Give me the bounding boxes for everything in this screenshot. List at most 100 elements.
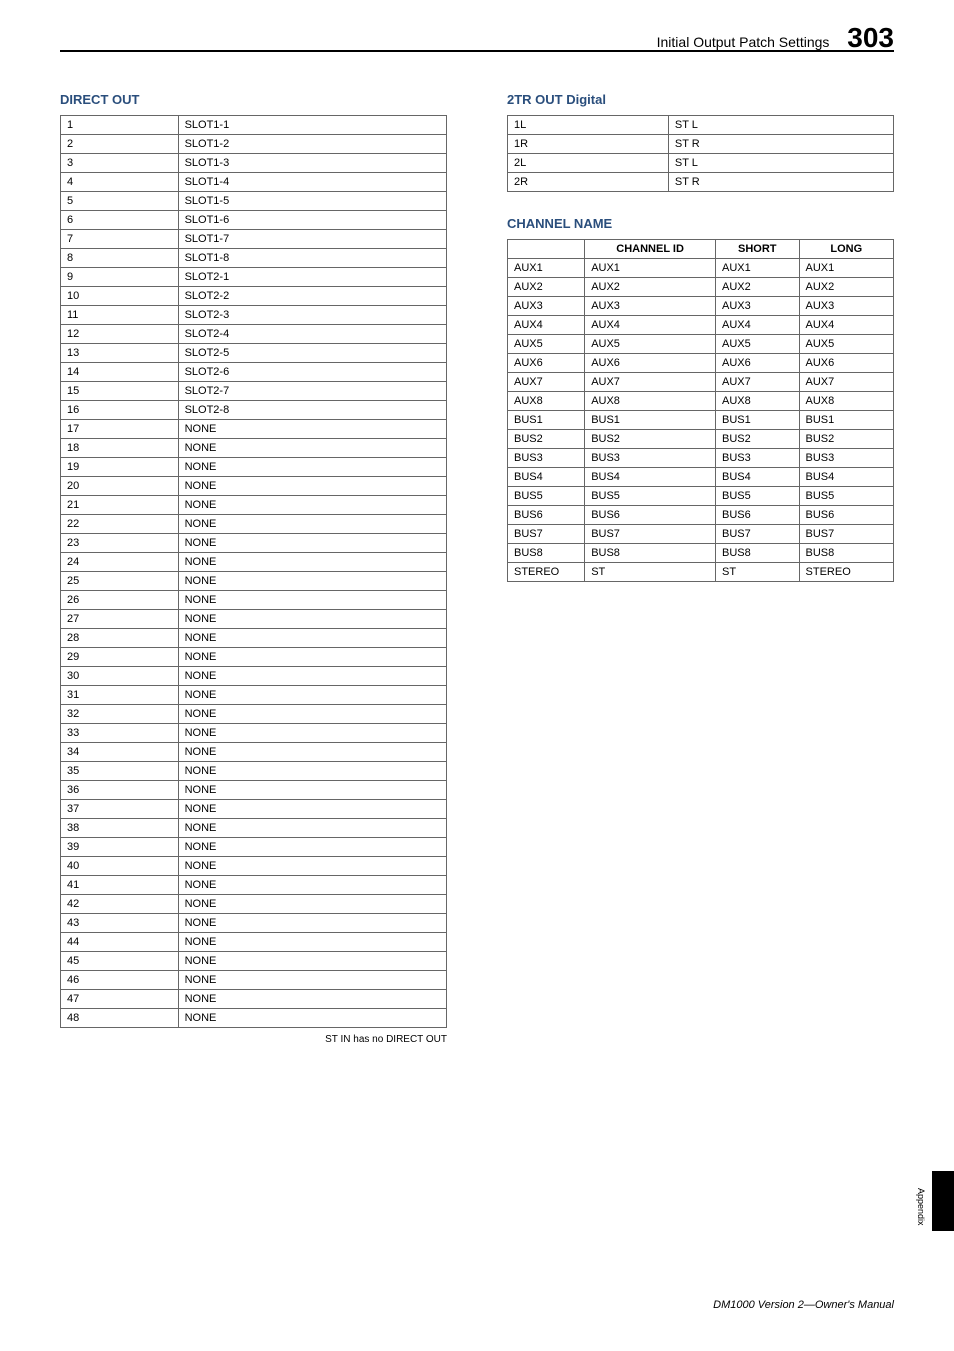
table-cell: 33 bbox=[61, 724, 179, 743]
table-header: CHANNEL ID bbox=[585, 240, 716, 259]
table-cell: 8 bbox=[61, 249, 179, 268]
table-row: STEREOSTSTSTEREO bbox=[508, 563, 894, 582]
table-cell: NONE bbox=[178, 439, 446, 458]
footer-text: DM1000 Version 2—Owner's Manual bbox=[713, 1299, 894, 1311]
appendix-label: Appendix bbox=[916, 1188, 926, 1226]
table-row: BUS7BUS7BUS7BUS7 bbox=[508, 525, 894, 544]
table-cell: AUX3 bbox=[508, 297, 585, 316]
table-cell: NONE bbox=[178, 762, 446, 781]
table-cell: 41 bbox=[61, 876, 179, 895]
table-cell: NONE bbox=[178, 895, 446, 914]
table-cell: 45 bbox=[61, 952, 179, 971]
table-cell: NONE bbox=[178, 572, 446, 591]
table-cell: AUX2 bbox=[715, 278, 799, 297]
table-cell: BUS2 bbox=[799, 430, 893, 449]
table-cell: NONE bbox=[178, 610, 446, 629]
table-cell: 29 bbox=[61, 648, 179, 667]
table-cell: BUS8 bbox=[508, 544, 585, 563]
content-columns: DIRECT OUT 1SLOT1-12SLOT1-23SLOT1-34SLOT… bbox=[60, 92, 894, 1045]
header-rule: Initial Output Patch Settings 303 bbox=[60, 50, 894, 52]
table-row: AUX4AUX4AUX4AUX4 bbox=[508, 316, 894, 335]
table-cell: AUX3 bbox=[585, 297, 716, 316]
table-cell: NONE bbox=[178, 743, 446, 762]
table-row: 25NONE bbox=[61, 572, 447, 591]
table-row: 19NONE bbox=[61, 458, 447, 477]
table-cell: ST bbox=[715, 563, 799, 582]
table-cell: NONE bbox=[178, 686, 446, 705]
table-cell: BUS1 bbox=[799, 411, 893, 430]
table-cell: AUX4 bbox=[585, 316, 716, 335]
table-cell: 6 bbox=[61, 211, 179, 230]
table-cell: AUX4 bbox=[799, 316, 893, 335]
appendix-tab bbox=[932, 1171, 954, 1231]
table-cell: NONE bbox=[178, 553, 446, 572]
table-row: 1LST L bbox=[508, 116, 894, 135]
table-cell: 43 bbox=[61, 914, 179, 933]
table-row: 8SLOT1-8 bbox=[61, 249, 447, 268]
table-row: AUX5AUX5AUX5AUX5 bbox=[508, 335, 894, 354]
table-cell: 24 bbox=[61, 553, 179, 572]
table-row: AUX7AUX7AUX7AUX7 bbox=[508, 373, 894, 392]
table-cell: NONE bbox=[178, 667, 446, 686]
table-cell: ST R bbox=[668, 173, 893, 192]
table-row: 35NONE bbox=[61, 762, 447, 781]
table-row: BUS2BUS2BUS2BUS2 bbox=[508, 430, 894, 449]
table-row: 20NONE bbox=[61, 477, 447, 496]
table-cell: AUX2 bbox=[799, 278, 893, 297]
table-cell: 2R bbox=[508, 173, 669, 192]
direct-out-table: 1SLOT1-12SLOT1-23SLOT1-34SLOT1-45SLOT1-5… bbox=[60, 115, 447, 1028]
table-row: 22NONE bbox=[61, 515, 447, 534]
direct-out-footnote: ST IN has no DIRECT OUT bbox=[60, 1034, 447, 1045]
table-cell: AUX7 bbox=[508, 373, 585, 392]
tr-out-table: 1LST L1RST R2LST L2RST R bbox=[507, 115, 894, 192]
table-cell: 28 bbox=[61, 629, 179, 648]
table-cell: 21 bbox=[61, 496, 179, 515]
table-cell: 1 bbox=[61, 116, 179, 135]
table-cell: NONE bbox=[178, 420, 446, 439]
table-row: 41NONE bbox=[61, 876, 447, 895]
table-cell: NONE bbox=[178, 857, 446, 876]
table-row: 18NONE bbox=[61, 439, 447, 458]
table-cell: 5 bbox=[61, 192, 179, 211]
table-cell: AUX1 bbox=[585, 259, 716, 278]
table-cell: 31 bbox=[61, 686, 179, 705]
table-cell: 17 bbox=[61, 420, 179, 439]
table-row: 13SLOT2-5 bbox=[61, 344, 447, 363]
table-row: 36NONE bbox=[61, 781, 447, 800]
table-cell: BUS2 bbox=[585, 430, 716, 449]
channel-name-table: CHANNEL IDSHORTLONG AUX1AUX1AUX1AUX1AUX2… bbox=[507, 239, 894, 582]
table-cell: SLOT2-8 bbox=[178, 401, 446, 420]
table-cell: 14 bbox=[61, 363, 179, 382]
table-row: 38NONE bbox=[61, 819, 447, 838]
table-row: 1RST R bbox=[508, 135, 894, 154]
table-cell: 20 bbox=[61, 477, 179, 496]
table-row: 15SLOT2-7 bbox=[61, 382, 447, 401]
table-cell: AUX6 bbox=[585, 354, 716, 373]
table-row: 1SLOT1-1 bbox=[61, 116, 447, 135]
table-row: 10SLOT2-2 bbox=[61, 287, 447, 306]
table-row: 32NONE bbox=[61, 705, 447, 724]
table-cell: BUS6 bbox=[799, 506, 893, 525]
table-cell: NONE bbox=[178, 819, 446, 838]
table-cell: 27 bbox=[61, 610, 179, 629]
table-row: 31NONE bbox=[61, 686, 447, 705]
table-cell: BUS2 bbox=[715, 430, 799, 449]
table-cell: NONE bbox=[178, 591, 446, 610]
table-cell: BUS3 bbox=[799, 449, 893, 468]
table-cell: ST L bbox=[668, 116, 893, 135]
left-column: DIRECT OUT 1SLOT1-12SLOT1-23SLOT1-34SLOT… bbox=[60, 92, 447, 1045]
table-cell: 2 bbox=[61, 135, 179, 154]
table-cell: 19 bbox=[61, 458, 179, 477]
table-row: BUS5BUS5BUS5BUS5 bbox=[508, 487, 894, 506]
table-cell: SLOT2-4 bbox=[178, 325, 446, 344]
table-cell: 12 bbox=[61, 325, 179, 344]
table-cell: SLOT2-6 bbox=[178, 363, 446, 382]
table-cell: STEREO bbox=[508, 563, 585, 582]
table-row: 11SLOT2-3 bbox=[61, 306, 447, 325]
table-row: 4SLOT1-4 bbox=[61, 173, 447, 192]
table-cell: BUS8 bbox=[799, 544, 893, 563]
table-cell: 7 bbox=[61, 230, 179, 249]
table-cell: 39 bbox=[61, 838, 179, 857]
table-cell: 32 bbox=[61, 705, 179, 724]
table-row: 37NONE bbox=[61, 800, 447, 819]
